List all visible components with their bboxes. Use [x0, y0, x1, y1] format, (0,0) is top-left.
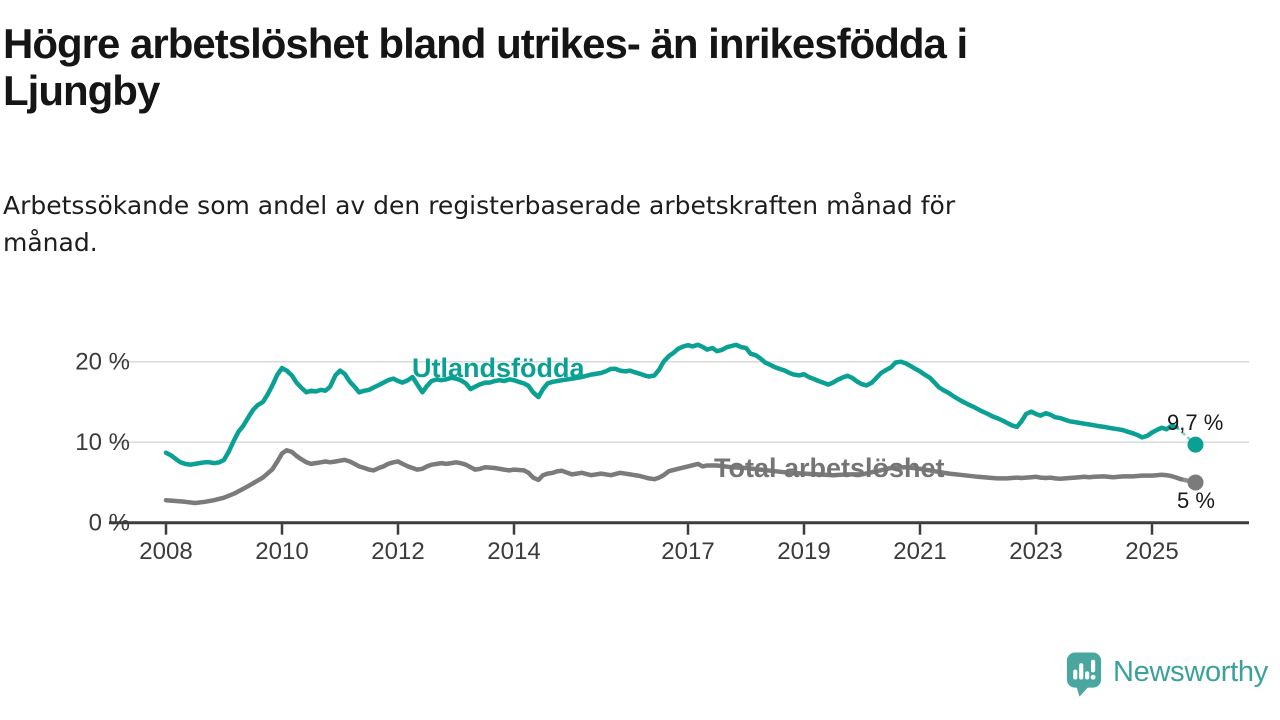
chart-plot-area: 2008 2010 2012 2014 2017 2019 2021 2023 2025 0 % 1… [75, 342, 1249, 565]
end-dot-utlandsfodda [1187, 436, 1204, 453]
end-value-label-total: 5 % [1177, 488, 1215, 513]
end-dot-total [1187, 474, 1204, 491]
series-line-total [163, 448, 1184, 506]
newsworthy-wordmark: Newsworthy [1113, 655, 1268, 688]
page-subtitle: Arbetssökande som andel av den registerb… [3, 190, 956, 258]
y-tick-label-20: 20 % [75, 349, 130, 376]
x-tick-label-2008: 2008 [139, 538, 192, 565]
y-tick-label-0: 0 % [89, 510, 130, 537]
newsworthy-logo: Newsworthy [1066, 650, 1268, 700]
x-tick-label-2021: 2021 [893, 538, 946, 565]
series-line-utlandsfodda [163, 342, 1179, 467]
x-tick-label-2023: 2023 [1009, 538, 1062, 565]
x-tick-label-2025: 2025 [1125, 538, 1178, 565]
newsworthy-bubble-chart-icon [1066, 652, 1102, 697]
end-value-label-utlandsfodda: 9,7 % [1167, 410, 1223, 435]
x-tick-label-2017: 2017 [661, 538, 714, 565]
x-tick-label-2010: 2010 [255, 538, 308, 565]
x-tick-label-2012: 2012 [371, 538, 424, 565]
series-label-total-arbetsloshet: Total arbetslöshet [714, 453, 945, 483]
x-tick-label-2014: 2014 [487, 538, 540, 565]
series-label-utlandsfodda: Utlandsfödda [412, 353, 585, 383]
x-tick-label-2019: 2019 [777, 538, 830, 565]
page-title: Högre arbetslöshet bland utrikes- än inr… [3, 20, 968, 115]
y-tick-label-10: 10 % [75, 429, 130, 456]
